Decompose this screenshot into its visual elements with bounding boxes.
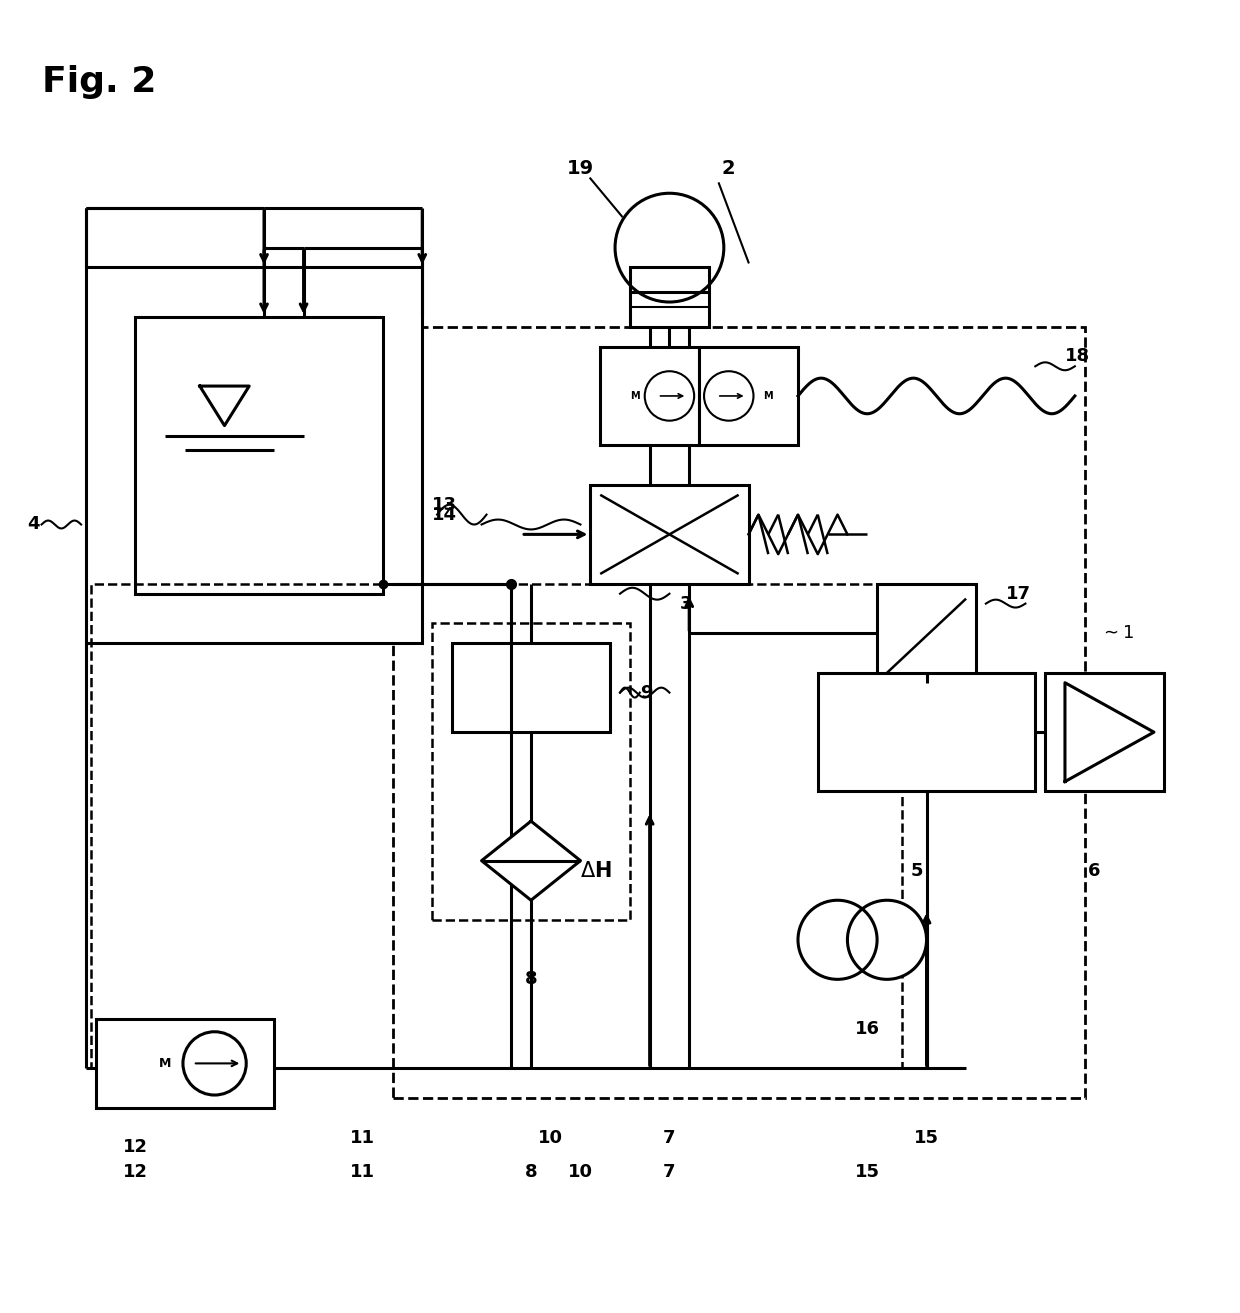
Text: 10: 10 — [538, 1129, 563, 1146]
Text: 10: 10 — [568, 1163, 593, 1182]
Text: 17: 17 — [1006, 584, 1030, 603]
Bar — [432, 624, 630, 920]
Text: 16: 16 — [854, 1020, 879, 1037]
Text: 11: 11 — [351, 1129, 376, 1146]
Bar — [86, 268, 423, 643]
Text: 2: 2 — [722, 159, 735, 179]
Text: M: M — [159, 1057, 171, 1070]
Text: 8: 8 — [525, 970, 537, 989]
Text: 7: 7 — [663, 1129, 676, 1146]
Text: 18: 18 — [1065, 348, 1090, 365]
Polygon shape — [481, 821, 580, 901]
Bar — [630, 268, 709, 327]
Text: 5: 5 — [910, 861, 923, 880]
Text: 6: 6 — [1089, 861, 1101, 880]
Circle shape — [615, 193, 724, 302]
Ellipse shape — [847, 901, 926, 979]
Bar — [817, 672, 1035, 792]
Text: 15: 15 — [854, 1163, 879, 1182]
Text: 8: 8 — [525, 1163, 537, 1182]
Text: 7: 7 — [663, 1163, 676, 1182]
Text: 19: 19 — [567, 159, 594, 179]
Bar — [600, 347, 699, 445]
Ellipse shape — [799, 901, 877, 979]
Circle shape — [704, 372, 754, 420]
Bar — [393, 327, 1085, 1098]
Text: Fig. 2: Fig. 2 — [42, 64, 156, 98]
Text: 4: 4 — [27, 516, 40, 533]
Text: 9: 9 — [640, 684, 652, 701]
Bar — [1045, 672, 1164, 792]
Text: 13: 13 — [432, 496, 458, 513]
Bar — [877, 584, 976, 683]
Text: 3: 3 — [680, 595, 692, 613]
Circle shape — [645, 372, 694, 420]
Text: 15: 15 — [914, 1129, 939, 1146]
Bar — [135, 316, 383, 593]
Text: 14: 14 — [432, 506, 458, 524]
Bar — [590, 484, 749, 584]
Text: $\Delta$H: $\Delta$H — [580, 860, 613, 881]
Text: M: M — [630, 391, 640, 400]
Bar — [95, 1019, 274, 1108]
Text: $\sim$1: $\sim$1 — [1100, 624, 1133, 642]
Bar — [451, 643, 610, 733]
Text: 11: 11 — [351, 1163, 376, 1182]
Bar — [91, 584, 901, 1069]
Text: 12: 12 — [123, 1138, 148, 1157]
Text: 12: 12 — [123, 1163, 148, 1182]
Bar — [699, 347, 799, 445]
Polygon shape — [1065, 683, 1154, 781]
Circle shape — [184, 1032, 247, 1095]
Text: M: M — [764, 391, 773, 400]
